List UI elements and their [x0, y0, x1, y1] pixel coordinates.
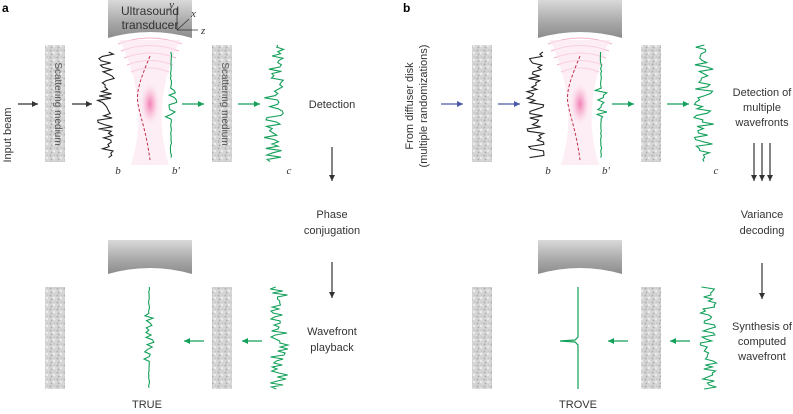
medium-b-right — [641, 45, 661, 162]
playback-output-wavefront — [142, 286, 155, 388]
transducer-b-top — [538, 0, 622, 38]
wavefront-c-label: c — [287, 165, 292, 177]
scattering-medium-right-label: Scattering medium — [219, 62, 230, 145]
ultrasound-focus-b — [570, 82, 590, 126]
step-variance-line2: decoding — [740, 225, 785, 237]
conjugate-wavefront — [269, 286, 291, 390]
step-detect-multiple-line2: multiple — [743, 102, 781, 114]
wavefront-c-label-panel-b: c — [714, 165, 719, 177]
medium-bottom-left — [45, 287, 65, 389]
step-playback-line2: playback — [310, 342, 354, 354]
step-synthesis-line2: computed — [738, 336, 786, 348]
ultrasound-focus — [140, 82, 160, 126]
scattering-medium-left-label: Scattering medium — [52, 62, 63, 145]
wavefront-b-label-panel-b: b — [545, 165, 551, 177]
wavefront-b-prime-label-panel-b: b′ — [602, 165, 611, 177]
diffuser-label-line2: (multiple randomizations) — [418, 45, 430, 168]
diffuser-label-line1: From diffuser disk — [404, 62, 416, 150]
panel-b-tag: b — [403, 1, 410, 15]
transducer-label-line1: Ultrasound — [121, 4, 179, 18]
step-synthesis-line1: Synthesis of — [732, 321, 793, 333]
transducer-bottom — [108, 240, 192, 274]
step-detect-multiple-line3: wavefronts — [734, 117, 789, 129]
trove-focused-output — [559, 287, 579, 389]
axes-icon: y x z — [168, 0, 206, 37]
step-detect-multiple-line1: Detection of — [733, 87, 793, 99]
ultrasound-transducer — [108, 0, 192, 38]
wavefront-c — [263, 44, 286, 163]
caption-trove: TROVE — [559, 399, 597, 411]
scattering-medium-right — [212, 45, 232, 162]
step-synthesis-line3: wavefront — [737, 351, 786, 363]
step-phase-line2: conjugation — [304, 225, 360, 237]
step-variance-line1: Variance — [741, 209, 784, 221]
axis-y-label: y — [168, 0, 174, 11]
scattering-medium-left — [45, 45, 65, 162]
wavefront-c-panel-b — [692, 44, 714, 162]
caption-true: TRUE — [132, 399, 162, 411]
wavefront-b-label: b — [115, 165, 121, 177]
step-playback-line1: Wavefront — [307, 326, 357, 338]
focus-path-dashed-b — [567, 55, 581, 161]
panel-a-tag: a — [2, 1, 9, 15]
panel-a: a Input beam Scattering medium Ultrasoun… — [2, 0, 360, 411]
step-detection: Detection — [309, 99, 355, 111]
synthesized-wavefront — [698, 286, 719, 390]
medium-b-left — [472, 45, 492, 162]
transducer-b-bottom — [538, 240, 622, 274]
wavefront-b — [95, 51, 116, 159]
medium-b-bottom-right — [641, 287, 661, 389]
panel-b: b From diffuser disk (multiple randomiza… — [403, 0, 793, 411]
medium-b-bottom-left — [472, 287, 492, 389]
transducer-label-line2: transducer — [122, 18, 179, 32]
input-beam-label: Input beam — [2, 107, 14, 162]
wavefront-b-prime-label: b′ — [172, 165, 181, 177]
medium-bottom-right — [212, 287, 232, 389]
wavefront-b-prime-panel-b — [593, 52, 608, 158]
axis-z-label: z — [200, 25, 206, 37]
wavefront-b-panel-b — [525, 51, 546, 159]
triple-arrows — [751, 143, 773, 181]
wavefront-b-prime — [164, 51, 178, 158]
axis-x-label: x — [190, 8, 196, 20]
step-phase-line1: Phase — [316, 209, 347, 221]
focus-path-dashed — [137, 55, 151, 161]
